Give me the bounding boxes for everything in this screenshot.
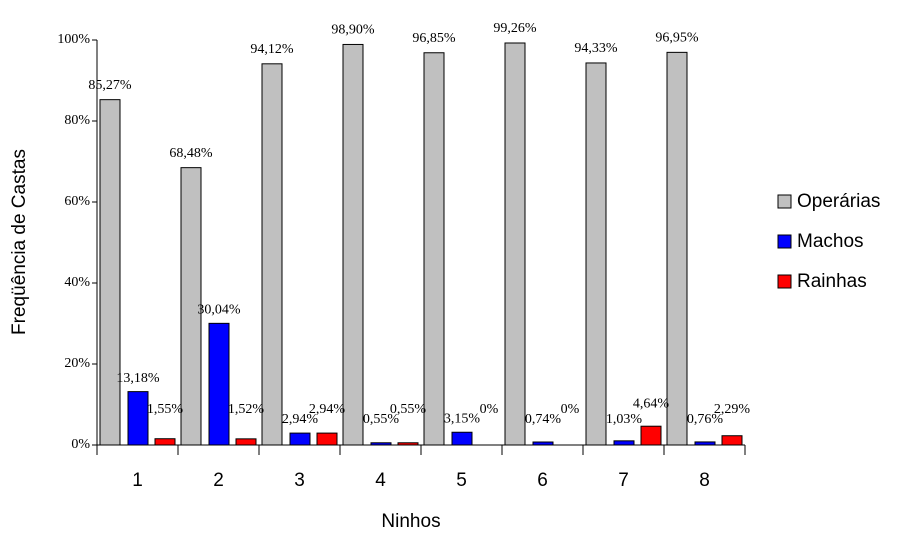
bar	[99, 99, 121, 446]
bar	[316, 432, 338, 446]
value-label: 0,74%	[525, 412, 562, 427]
y-tick-label: 40%	[64, 275, 90, 290]
value-label: 85,27%	[88, 78, 132, 93]
bar	[289, 432, 311, 446]
x-tick-label: 4	[375, 470, 386, 491]
y-tick-label: 60%	[64, 194, 90, 209]
value-label: 0%	[480, 402, 499, 417]
value-label: 94,33%	[574, 41, 618, 56]
bar	[261, 63, 283, 446]
x-axis-title: Ninhos	[381, 511, 440, 532]
legend-swatch	[777, 274, 792, 289]
value-label: 13,18%	[116, 371, 160, 386]
bar	[721, 435, 743, 446]
x-tick-label: 6	[537, 470, 548, 491]
bar	[532, 441, 554, 446]
value-label: 1,55%	[147, 402, 184, 417]
legend-label: Operárias	[797, 191, 880, 212]
x-tick-label: 5	[456, 470, 467, 491]
bar	[127, 391, 149, 446]
value-label: 30,04%	[197, 303, 241, 318]
x-tick-label: 8	[699, 470, 710, 491]
value-label: 2,29%	[714, 402, 751, 417]
value-label: 94,12%	[250, 42, 294, 57]
bar	[235, 438, 257, 446]
bar	[180, 167, 202, 446]
value-label: 96,85%	[412, 31, 456, 46]
legend-label: Machos	[797, 231, 864, 252]
value-label: 0,55%	[390, 402, 427, 417]
x-tick-label: 2	[213, 470, 224, 491]
legend-swatch	[777, 234, 792, 249]
bar	[694, 441, 716, 446]
value-label: 1,03%	[606, 412, 643, 427]
bar	[666, 51, 688, 446]
x-tick-label: 1	[132, 470, 143, 491]
value-label: 1,52%	[228, 402, 265, 417]
x-tick-label: 7	[618, 470, 629, 491]
bar	[342, 43, 364, 446]
bar	[451, 431, 473, 446]
value-label: 99,26%	[493, 21, 537, 36]
legend-label: Rainhas	[797, 271, 867, 292]
bar	[154, 438, 176, 446]
bar	[585, 62, 607, 446]
value-label: 98,90%	[331, 23, 375, 38]
legend-swatch	[777, 194, 792, 209]
value-label: 0%	[561, 402, 580, 417]
value-label: 68,48%	[169, 146, 213, 161]
bar	[613, 440, 635, 446]
bar	[504, 42, 526, 446]
x-tick-label: 3	[294, 470, 305, 491]
value-label: 0,55%	[363, 412, 400, 427]
value-label: 4,64%	[633, 396, 670, 411]
value-label: 2,94%	[282, 412, 319, 427]
value-label: 0,76%	[687, 412, 724, 427]
y-axis-title: Freqüência de Castas	[9, 149, 30, 335]
bar	[640, 425, 662, 446]
y-tick-label: 0%	[71, 437, 90, 452]
y-tick-label: 80%	[64, 113, 90, 128]
bar	[370, 442, 392, 446]
value-label: 2,94%	[309, 402, 346, 417]
y-tick-label: 100%	[57, 32, 90, 47]
value-label: 96,95%	[655, 31, 699, 46]
bar	[397, 442, 419, 446]
value-label: 3,15%	[444, 411, 481, 426]
bar	[208, 322, 230, 446]
y-tick-label: 20%	[64, 356, 90, 371]
bar	[423, 52, 445, 446]
